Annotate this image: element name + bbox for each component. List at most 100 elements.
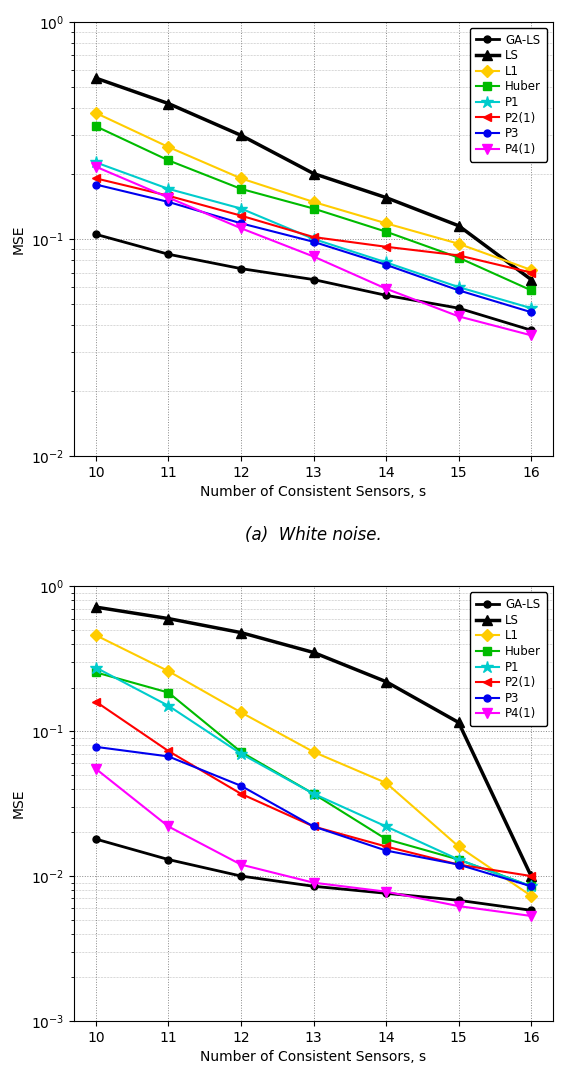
L1 [455, 237, 462, 250]
L1 [382, 217, 389, 230]
Huber [310, 787, 317, 800]
Huber [455, 853, 462, 866]
P2(1) [528, 870, 535, 883]
P1 [455, 280, 462, 293]
P1 [382, 256, 389, 269]
P4(1) [455, 899, 462, 912]
GA-LS [382, 887, 389, 900]
Line: P3: P3 [92, 744, 535, 889]
P3 [92, 178, 99, 191]
P1 [92, 661, 99, 674]
P3 [310, 236, 317, 249]
X-axis label: Number of Consistent Sensors, s: Number of Consistent Sensors, s [201, 485, 426, 500]
Huber [238, 745, 245, 758]
Huber [528, 880, 535, 893]
L1 [455, 839, 462, 853]
LS [528, 870, 535, 883]
Huber [165, 686, 172, 699]
L1 [238, 706, 245, 719]
P3 [165, 750, 172, 763]
P3 [528, 880, 535, 893]
Huber [92, 119, 99, 132]
Huber [382, 833, 389, 846]
P2(1) [310, 230, 317, 243]
P3 [382, 844, 389, 857]
P2(1) [310, 820, 317, 833]
P4(1) [310, 876, 317, 889]
GA-LS [238, 262, 245, 275]
P1 [528, 302, 535, 315]
P4(1) [528, 909, 535, 922]
P4(1) [528, 329, 535, 342]
L1 [165, 140, 172, 153]
LS [310, 167, 317, 180]
GA-LS [310, 880, 317, 893]
P2(1) [92, 695, 99, 708]
P2(1) [455, 249, 462, 262]
L1 [92, 629, 99, 642]
L1 [92, 106, 99, 119]
P4(1) [382, 885, 389, 898]
P1 [92, 156, 99, 169]
Huber [310, 202, 317, 215]
P2(1) [382, 839, 389, 853]
Line: GA-LS: GA-LS [92, 835, 535, 913]
Line: P1: P1 [89, 661, 538, 893]
GA-LS [382, 289, 389, 302]
P3 [528, 305, 535, 318]
GA-LS [92, 833, 99, 846]
P1 [310, 787, 317, 800]
GA-LS [455, 894, 462, 907]
LS [528, 273, 535, 286]
P2(1) [92, 172, 99, 185]
Huber [382, 225, 389, 238]
LS [455, 716, 462, 729]
GA-LS [238, 870, 245, 883]
LS [92, 72, 99, 85]
P1 [165, 699, 172, 712]
P4(1) [165, 191, 172, 204]
P2(1) [165, 189, 172, 202]
P2(1) [455, 858, 462, 871]
LS [455, 219, 462, 232]
L1 [165, 665, 172, 678]
GA-LS [165, 248, 172, 261]
LS [382, 675, 389, 689]
GA-LS [92, 228, 99, 241]
P3 [455, 283, 462, 296]
LS [238, 129, 245, 142]
P2(1) [165, 745, 172, 758]
Line: L1: L1 [92, 631, 535, 900]
P4(1) [238, 222, 245, 235]
LS [165, 97, 172, 110]
LS [238, 627, 245, 640]
P3 [92, 741, 99, 754]
P1 [382, 820, 389, 833]
Huber [455, 251, 462, 264]
Line: LS: LS [91, 603, 536, 881]
Huber [92, 666, 99, 679]
Huber [165, 154, 172, 167]
Line: P1: P1 [89, 156, 538, 315]
P4(1) [165, 820, 172, 833]
P3 [310, 820, 317, 833]
P3 [238, 217, 245, 230]
Line: GA-LS: GA-LS [92, 231, 535, 333]
LS [92, 601, 99, 614]
L1 [238, 172, 245, 185]
GA-LS [528, 324, 535, 337]
P4(1) [92, 762, 99, 775]
X-axis label: Number of Consistent Sensors, s: Number of Consistent Sensors, s [201, 1050, 426, 1064]
Y-axis label: MSE: MSE [11, 224, 26, 254]
Line: P2(1): P2(1) [92, 697, 535, 881]
GA-LS [310, 273, 317, 286]
P1 [455, 853, 462, 866]
L1 [382, 776, 389, 790]
GA-LS [528, 904, 535, 917]
P4(1) [92, 161, 99, 174]
Line: Huber: Huber [92, 668, 535, 891]
P1 [528, 880, 535, 893]
P4(1) [455, 310, 462, 323]
LS [165, 613, 172, 626]
P3 [165, 195, 172, 209]
